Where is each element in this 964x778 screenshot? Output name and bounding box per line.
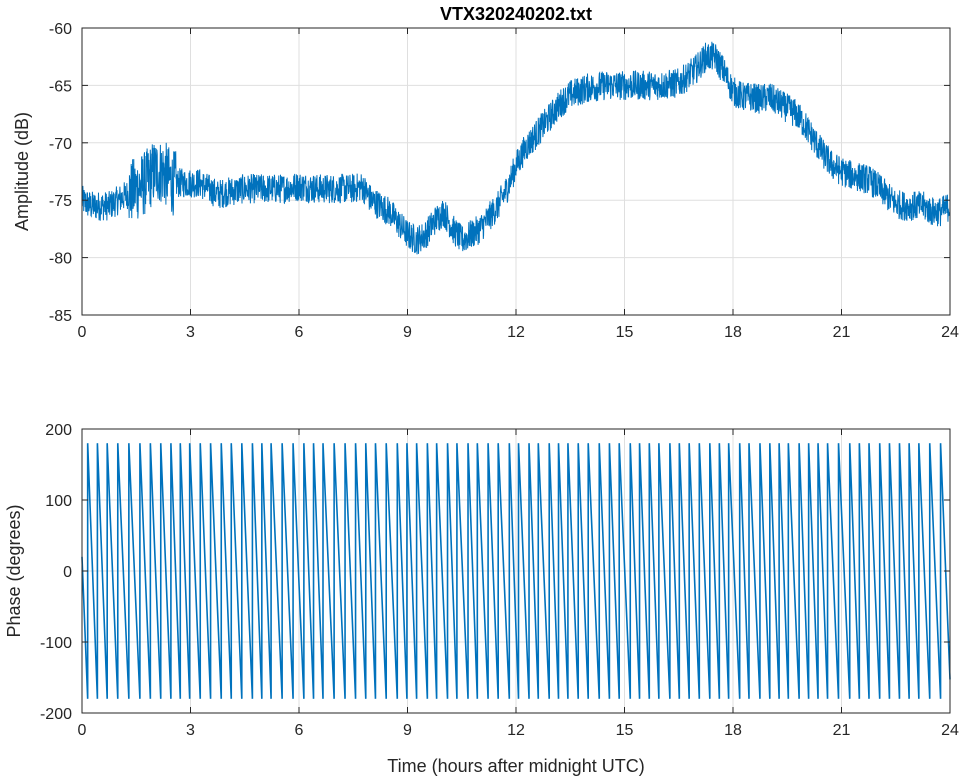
amplitude-x-tick-label: 21 <box>833 324 851 341</box>
phase-y-tick-label: -100 <box>40 635 72 652</box>
amplitude-ticks: 0 3 6 9 12 15 18 21 24 -85 -80 -75 -70 -65 -60 <box>49 21 959 341</box>
amplitude-x-tick-label: 15 <box>616 324 634 341</box>
amplitude-x-tick-label: 12 <box>507 324 525 341</box>
amplitude-x-tick-label: 0 <box>78 324 87 341</box>
phase-y-tick-label: -200 <box>40 706 72 723</box>
phase-y-tick-label: 200 <box>45 422 72 439</box>
amplitude-x-tick-label: 18 <box>724 324 742 341</box>
amplitude-series-line <box>81 41 951 255</box>
phase-y-tick-label: 0 <box>63 564 72 581</box>
amplitude-x-tick-label: 6 <box>295 324 304 341</box>
phase-x-tick-label: 9 <box>403 722 412 739</box>
phase-series-line <box>81 443 951 699</box>
amplitude-y-tick-label: -75 <box>49 193 72 210</box>
amplitude-y-tick-label: -60 <box>49 21 72 38</box>
phase-x-tick-label: 24 <box>941 722 959 739</box>
phase-y-tick-label: 100 <box>45 493 72 510</box>
chart-title: VTX320240202.txt <box>440 4 592 24</box>
x-axis-label: Time (hours after midnight UTC) <box>387 756 644 776</box>
phase-x-tick-label: 12 <box>507 722 525 739</box>
amplitude-y-tick-label: -85 <box>49 308 72 325</box>
amplitude-x-tick-label: 9 <box>403 324 412 341</box>
amplitude-y-axis-label: Amplitude (dB) <box>12 112 32 231</box>
amplitude-y-tick-label: -70 <box>49 136 72 153</box>
amplitude-x-tick-label: 3 <box>186 324 195 341</box>
phase-x-tick-label: 6 <box>295 722 304 739</box>
phase-x-tick-label: 18 <box>724 722 742 739</box>
phase-x-tick-label: 0 <box>78 722 87 739</box>
phase-ticks: 0 3 6 9 12 15 18 21 24 -200 -100 0 100 200 <box>40 422 959 739</box>
amplitude-axes: 0 3 6 9 12 15 18 21 24 -85 -80 -75 -70 -65 -60 VTX3202… <box>12 4 959 341</box>
phase-x-tick-label: 21 <box>833 722 851 739</box>
amplitude-y-tick-label: -65 <box>49 78 72 95</box>
phase-x-tick-label: 15 <box>616 722 634 739</box>
amplitude-x-tick-label: 24 <box>941 324 959 341</box>
amplitude-y-tick-label: -80 <box>49 251 72 268</box>
phase-y-axis-label: Phase (degrees) <box>4 504 24 637</box>
phase-axes: 0 3 6 9 12 15 18 21 24 -200 -100 0 100 200 Phase (deg… <box>4 422 959 776</box>
phase-x-tick-label: 3 <box>186 722 195 739</box>
